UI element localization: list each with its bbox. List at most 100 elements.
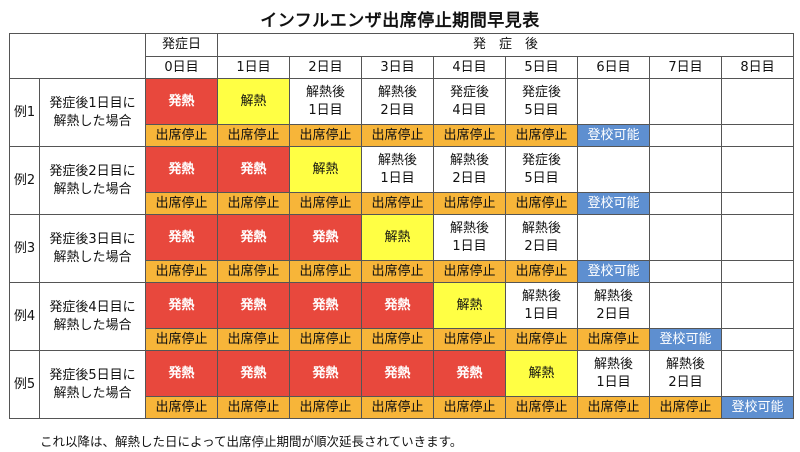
status-text: 発熱 (384, 365, 411, 381)
status-cell: 発熱 (145, 214, 218, 261)
example-attendance-row: 出席停止 出席停止 出席停止 出席停止 出席停止 出席停止 登校可能 (10, 260, 794, 283)
status-cell: 解熱後 1日目 (289, 78, 362, 125)
status-cell (721, 214, 794, 261)
attendance-stop-cell: 出席停止 (505, 192, 578, 215)
status-cell (577, 214, 650, 261)
attendance-empty-cell (721, 328, 794, 351)
example-attendance-row: 出席停止 出席停止 出席停止 出席停止 出席停止 出席停止 出席停止 出席停止 登校可能 (10, 396, 794, 419)
example-description: 発症後4日目に 解熱した場合 (39, 282, 146, 351)
attendance-stop-cell: 出席停止 (217, 192, 290, 215)
status-text: 5日目 (524, 102, 559, 118)
attendance-empty-cell (649, 260, 722, 283)
status-cell (649, 78, 722, 125)
status-text: 発熱 (168, 229, 195, 245)
page-title: インフルエンザ出席停止期間早見表 (260, 11, 540, 31)
example-label: 例1 (9, 78, 40, 147)
status-text: 発熱 (168, 297, 195, 313)
example-description: 発症後3日目に 解熱した場合 (39, 214, 146, 283)
status-text: 解熱 (528, 365, 555, 381)
status-text: 4日目 (452, 102, 487, 118)
attendance-empty-cell (649, 124, 722, 147)
day-header: 8日目 (721, 56, 794, 79)
status-cell (721, 146, 794, 193)
status-cell: 解熱 (433, 282, 506, 329)
example-description: 発症後1日目に 解熱した場合 (39, 78, 146, 147)
status-cell: 解熱後 2日目 (361, 78, 434, 125)
attendance-stop-cell: 出席停止 (145, 124, 218, 147)
attendance-stop-cell: 出席停止 (145, 192, 218, 215)
attendance-stop-cell: 出席停止 (361, 124, 434, 147)
status-cell: 発熱 (433, 350, 506, 397)
example-description: 発症後2日目に 解熱した場合 (39, 146, 146, 215)
attendance-stop-cell: 出席停止 (361, 396, 434, 419)
status-cell: 発症後 5日目 (505, 78, 578, 125)
attendance-stop-cell: 出席停止 (433, 260, 506, 283)
example-status-row: 例3 発症後3日目に 解熱した場合 発熱 発熱 発熱 解熱 解熱後 1日目 解熱後 2日目 (9, 214, 794, 283)
attendance-stop-cell: 出席停止 (649, 396, 722, 419)
status-text: 発熱 (168, 161, 195, 177)
attendance-stop-cell: 出席停止 (505, 260, 578, 283)
status-cell (577, 146, 650, 193)
attendance-stop-cell: 出席停止 (505, 124, 578, 147)
attendance-stop-cell: 出席停止 (505, 328, 578, 351)
status-text: 発熱 (240, 161, 267, 177)
status-text: 発熱 (312, 297, 339, 313)
status-text: 発熱 (168, 365, 195, 381)
status-cell: 発熱 (145, 78, 218, 125)
attendance-stop-cell: 出席停止 (577, 396, 650, 419)
status-text: 発熱 (240, 365, 267, 381)
status-text: 1日目 (524, 306, 559, 322)
after-onset-group-header: 発 症 後 (217, 33, 794, 57)
day-header: 7日目 (649, 56, 722, 79)
example-label: 例3 (9, 214, 40, 283)
example-label: 例2 (9, 146, 40, 215)
attendance-stop-cell: 出席停止 (289, 192, 362, 215)
status-cell: 解熱 (217, 78, 290, 125)
day-header: 5日目 (505, 56, 578, 79)
attendance-stop-cell: 出席停止 (145, 396, 218, 419)
status-cell: 発熱 (217, 350, 290, 397)
status-text: 発熱 (240, 229, 267, 245)
status-cell: 発熱 (145, 350, 218, 397)
status-cell: 解熱後 2日目 (577, 282, 650, 329)
attendance-ok-cell: 登校可能 (649, 328, 722, 351)
status-cell: 発熱 (289, 350, 362, 397)
status-cell: 解熱後 2日目 (505, 214, 578, 261)
status-text: 解熱後 (377, 84, 417, 100)
status-text: 解熱 (456, 297, 483, 313)
status-text: 5日目 (524, 170, 559, 186)
day-header: 0日目 (145, 56, 218, 79)
status-text: 発熱 (456, 365, 483, 381)
status-cell: 発熱 (217, 282, 290, 329)
status-text: 2日目 (596, 306, 631, 322)
footer-note: これ以降は、解熱した日によって出席停止期間が順次延長されていきます。 (40, 434, 463, 449)
status-text: 2日目 (452, 170, 487, 186)
status-cell (649, 214, 722, 261)
status-text: 発症後 (449, 84, 489, 100)
status-cell: 解熱後 1日目 (361, 146, 434, 193)
status-text: 1日目 (452, 238, 487, 254)
description-line: 発症後2日目に (49, 163, 136, 179)
status-text: 2日目 (524, 238, 559, 254)
status-text: 1日目 (308, 102, 343, 118)
corner-cell (9, 33, 146, 79)
status-text: 発熱 (312, 229, 339, 245)
example-status-row: 例1 発症後1日目に 解熱した場合 発熱 解熱 解熱後 1日目 解熱後 2日目 発症後 4日目 発症後… (9, 78, 794, 147)
example-label: 例4 (9, 282, 40, 351)
day-header: 2日目 (289, 56, 362, 79)
status-text: 解熱後 (377, 152, 417, 168)
attendance-stop-cell: 出席停止 (217, 260, 290, 283)
status-cell: 発熱 (217, 214, 290, 261)
attendance-stop-cell: 出席停止 (217, 124, 290, 147)
status-text: 発症後 (521, 84, 561, 100)
status-cell (721, 282, 794, 329)
status-text: 解熱後 (665, 356, 705, 372)
attendance-stop-cell: 出席停止 (505, 396, 578, 419)
attendance-stop-cell: 出席停止 (289, 328, 362, 351)
status-cell: 発熱 (145, 146, 218, 193)
description-line: 解熱した場合 (53, 249, 132, 265)
status-text: 解熱後 (593, 356, 633, 372)
status-cell: 解熱後 1日目 (505, 282, 578, 329)
status-text: 発熱 (168, 93, 195, 109)
description-line: 解熱した場合 (53, 181, 132, 197)
